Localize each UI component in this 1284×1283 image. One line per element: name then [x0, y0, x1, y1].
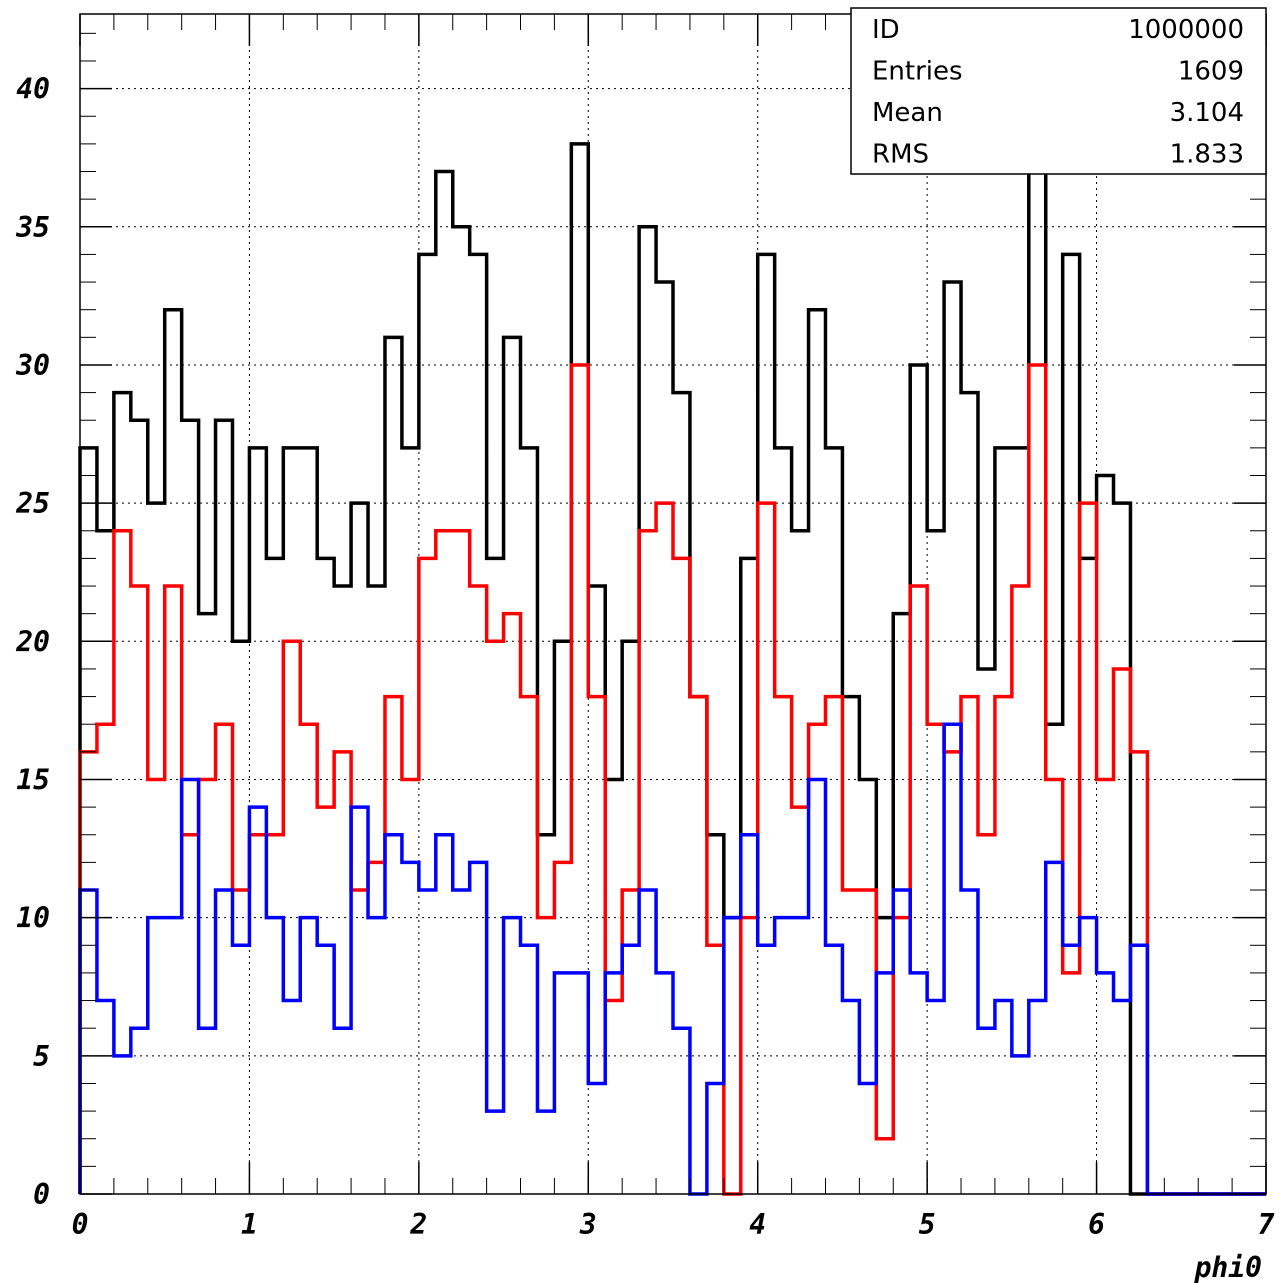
- tick-labels: 0 1 2 3 4 5 6 7 0 5 10 15 20 25 30 35 40: [15, 73, 1274, 1241]
- y-tick-label: 25: [15, 487, 50, 520]
- histogram-series-2: [78, 363, 1266, 1196]
- stats-label: ID: [872, 15, 900, 45]
- stats-label: RMS: [872, 140, 929, 170]
- y-tick-label: 15: [16, 763, 50, 796]
- y-tick-label: 5: [33, 1040, 50, 1073]
- series-layer: [78, 142, 1266, 1196]
- x-tick-label: 2: [409, 1208, 427, 1241]
- y-tick-label: 40: [16, 73, 50, 106]
- stats-value: 1000000: [1128, 15, 1244, 45]
- x-tick-label: 5: [919, 1208, 936, 1241]
- histogram-series-1: [78, 142, 1266, 1196]
- stats-value: 1.833: [1170, 140, 1244, 170]
- x-tick-label: 1: [241, 1208, 258, 1241]
- x-axis-title: phi0: [1194, 1251, 1262, 1283]
- stats-value: 3.104: [1170, 98, 1244, 128]
- stats-label: Mean: [872, 98, 943, 128]
- plot-frame: [79, 13, 1267, 1195]
- histogram-series-3: [78, 722, 1266, 1196]
- stats-value: 1609: [1178, 57, 1244, 87]
- y-tick-label: 10: [16, 902, 50, 935]
- x-tick-label: 0: [72, 1208, 89, 1241]
- y-tick-label: 20: [15, 625, 50, 658]
- y-tick-label: 30: [15, 349, 50, 382]
- y-tick-label: 0: [33, 1178, 50, 1211]
- y-tick-label: 35: [15, 211, 50, 244]
- x-tick-label: 6: [1088, 1208, 1105, 1241]
- x-tick-label: 7: [1258, 1208, 1275, 1241]
- stats-box: ID 1000000 Entries 1609 Mean 3.104 RMS 1.833: [850, 7, 1267, 175]
- x-tick-label: 3: [579, 1208, 597, 1241]
- stats-label: Entries: [872, 57, 963, 87]
- x-tick-label: 4: [749, 1208, 766, 1241]
